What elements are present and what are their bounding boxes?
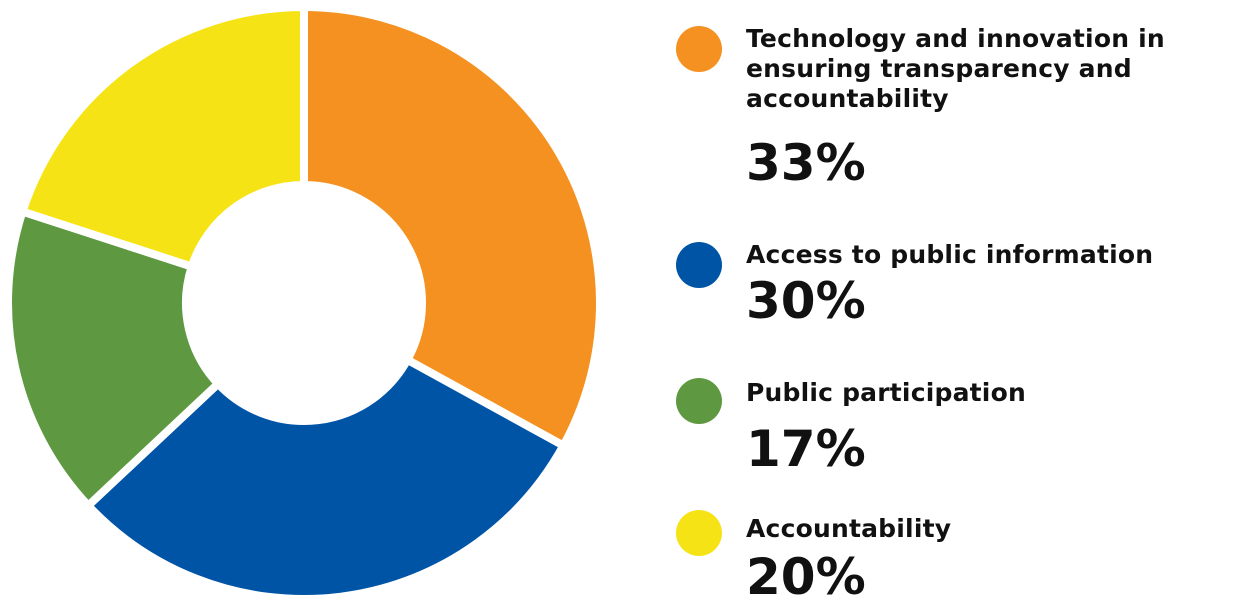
orange-circle-icon — [676, 26, 722, 72]
yellow-circle-icon — [676, 510, 722, 556]
donut-slice-technology-innovation — [300, 2, 604, 452]
legend-item-accountability: Accountability 20% — [676, 506, 1246, 606]
donut-slice-accountability — [17, 2, 308, 272]
legend-value: 20% — [746, 548, 866, 606]
legend-value: 33% — [746, 134, 866, 192]
legend-value: 17% — [746, 420, 866, 478]
legend-value: 30% — [746, 272, 866, 330]
legend-label: Technology and innovation in ensuring tr… — [746, 24, 1165, 113]
chart-legend: Technology and innovation in ensuring tr… — [676, 0, 1246, 606]
donut-slice-access-public-information — [82, 354, 569, 603]
legend-label: Public participation — [746, 378, 1026, 407]
legend-label: Accountability — [746, 514, 952, 543]
donut-chart — [4, 2, 604, 603]
legend-item-access-public-information: Access to public information 30% — [676, 240, 1246, 340]
legend-label: Access to public information — [746, 240, 1154, 269]
donut-slice-public-participation — [4, 206, 224, 512]
legend-item-public-participation: Public participation 17% — [676, 378, 1246, 478]
legend-item-technology-innovation: Technology and innovation in ensuring tr… — [676, 24, 1246, 194]
blue-circle-icon — [676, 242, 722, 288]
green-circle-icon — [676, 378, 722, 424]
